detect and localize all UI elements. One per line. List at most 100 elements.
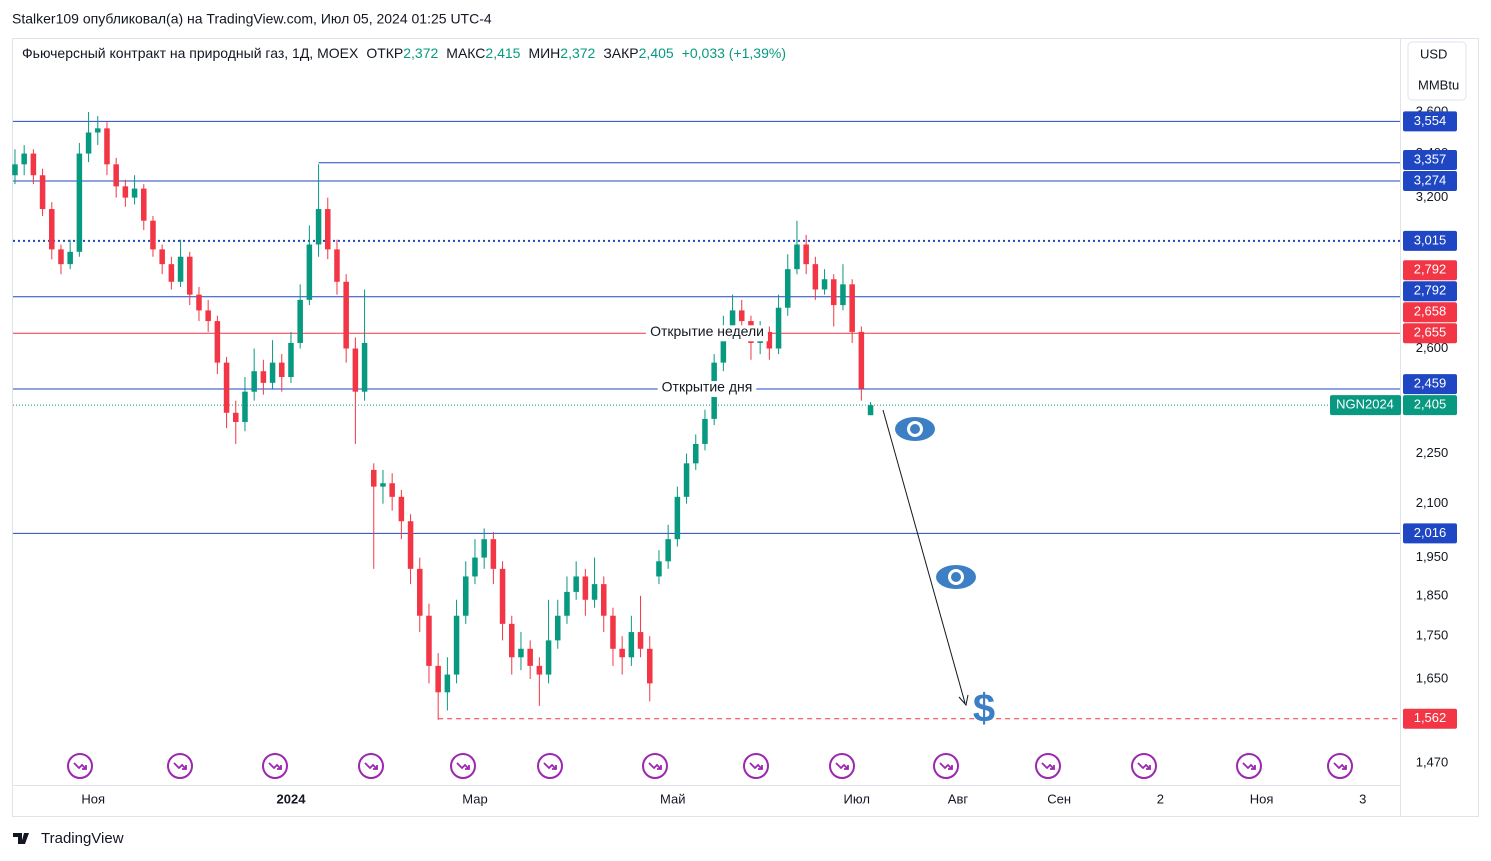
symbol-legend: Фьючерсный контракт на природный газ, 1Д…: [22, 45, 786, 61]
price-label: 2,658: [1414, 304, 1447, 319]
candle-body: [849, 284, 855, 332]
price-label: 2,792: [1414, 262, 1447, 277]
event-arrow: [1041, 762, 1055, 770]
candle-body: [214, 321, 221, 363]
arrow-head: [958, 694, 969, 707]
price-label: 3,015: [1414, 232, 1447, 247]
price-label: 2,459: [1414, 376, 1447, 391]
candle-body: [453, 615, 460, 675]
candle-body: [472, 557, 478, 577]
price-label: 2,405: [1414, 397, 1447, 412]
candle-body: [21, 153, 27, 165]
event-icon[interactable]: [262, 753, 288, 779]
candle-body: [58, 249, 64, 265]
event-icon[interactable]: [67, 753, 93, 779]
event-icon[interactable]: [358, 753, 384, 779]
event-icon[interactable]: [450, 753, 476, 779]
x-tick-label: Ноя: [1250, 791, 1274, 806]
candle-body: [628, 632, 635, 658]
event-icon[interactable]: [829, 753, 855, 779]
event-icon[interactable]: [1236, 753, 1262, 779]
candle-body: [674, 496, 681, 540]
price-label-box: [1403, 149, 1457, 170]
candle-body: [168, 264, 175, 282]
ohlc-label: ОТКР: [366, 45, 403, 61]
candle-body: [288, 342, 294, 378]
y-tick-label: 2,600: [1416, 340, 1449, 355]
candle-body: [637, 632, 644, 649]
ohlc-value: 2,372: [403, 45, 438, 61]
publisher: Stalker109 опубликовал(а) на TradingView…: [12, 11, 492, 27]
price-label-box: [1403, 230, 1457, 251]
candle-body: [306, 244, 313, 300]
ohlc-value: 2,415: [485, 45, 520, 61]
event-icon[interactable]: [1327, 753, 1353, 779]
candle-body: [582, 576, 589, 600]
x-tick-label: Мар: [462, 791, 487, 806]
price-label: 2,655: [1414, 325, 1447, 340]
eye-icon: [895, 417, 935, 441]
candle-body: [95, 128, 101, 133]
price-label-box: [1403, 523, 1457, 544]
candle-body: [518, 648, 524, 658]
candle-body: [315, 209, 322, 245]
event-arrow: [268, 762, 282, 770]
brand: TradingView: [13, 830, 124, 847]
candle-body: [251, 371, 257, 392]
event-icon[interactable]: [167, 753, 193, 779]
candle-body: [187, 256, 193, 295]
candle-body: [821, 279, 828, 290]
event-icon[interactable]: [743, 753, 769, 779]
y-tick-label: 1,650: [1416, 670, 1449, 685]
event-icon[interactable]: [642, 753, 668, 779]
candle-body: [481, 539, 487, 558]
candle-body: [76, 153, 83, 252]
event-arrow: [73, 762, 87, 770]
event-arrow: [1333, 762, 1347, 770]
candle-body: [398, 496, 405, 522]
event-icon[interactable]: [1131, 753, 1157, 779]
candle-body: [509, 623, 515, 658]
ohlc-label: МИН: [528, 45, 560, 61]
x-tick-label: Май: [660, 791, 685, 806]
event-icon[interactable]: [1035, 753, 1061, 779]
y-tick-label: 2,100: [1416, 495, 1449, 510]
candle-body: [463, 576, 469, 616]
eye-icon: [936, 565, 976, 589]
y-tick-label: 1,470: [1416, 754, 1449, 769]
candle-body: [702, 418, 708, 444]
candle-body: [794, 244, 800, 270]
candle-body: [720, 326, 727, 363]
symbol-box: [1330, 395, 1401, 416]
candle-body: [39, 175, 46, 210]
candle-body: [85, 132, 92, 154]
price-label-box: [1403, 281, 1457, 302]
candle-body: [683, 463, 690, 497]
x-tick-label: 3: [1359, 791, 1366, 806]
level-text: Открытие дня: [662, 379, 753, 395]
level-text-bg: [646, 325, 768, 342]
price-label-box: [1403, 323, 1457, 344]
candle-body: [536, 665, 543, 675]
unit-box[interactable]: [1407, 41, 1467, 101]
event-arrow: [173, 762, 187, 770]
candle-body: [619, 648, 625, 658]
price-label-box: [1403, 260, 1457, 281]
candle-body: [564, 591, 570, 616]
candle-body: [490, 539, 497, 569]
candle-body: [738, 310, 745, 322]
candle-body: [352, 348, 359, 392]
event-icon[interactable]: [933, 753, 959, 779]
event-arrow: [939, 762, 953, 770]
y-tick-label: 2,250: [1416, 445, 1449, 460]
candle-body: [784, 269, 791, 308]
candle-body: [803, 244, 809, 265]
candle-body: [555, 615, 561, 641]
candle-body: [361, 342, 368, 392]
event-icon[interactable]: [537, 753, 563, 779]
candle-body: [830, 279, 837, 306]
candle-body: [131, 188, 138, 198]
candle-body: [242, 391, 248, 422]
price-label-box: [1403, 111, 1457, 132]
